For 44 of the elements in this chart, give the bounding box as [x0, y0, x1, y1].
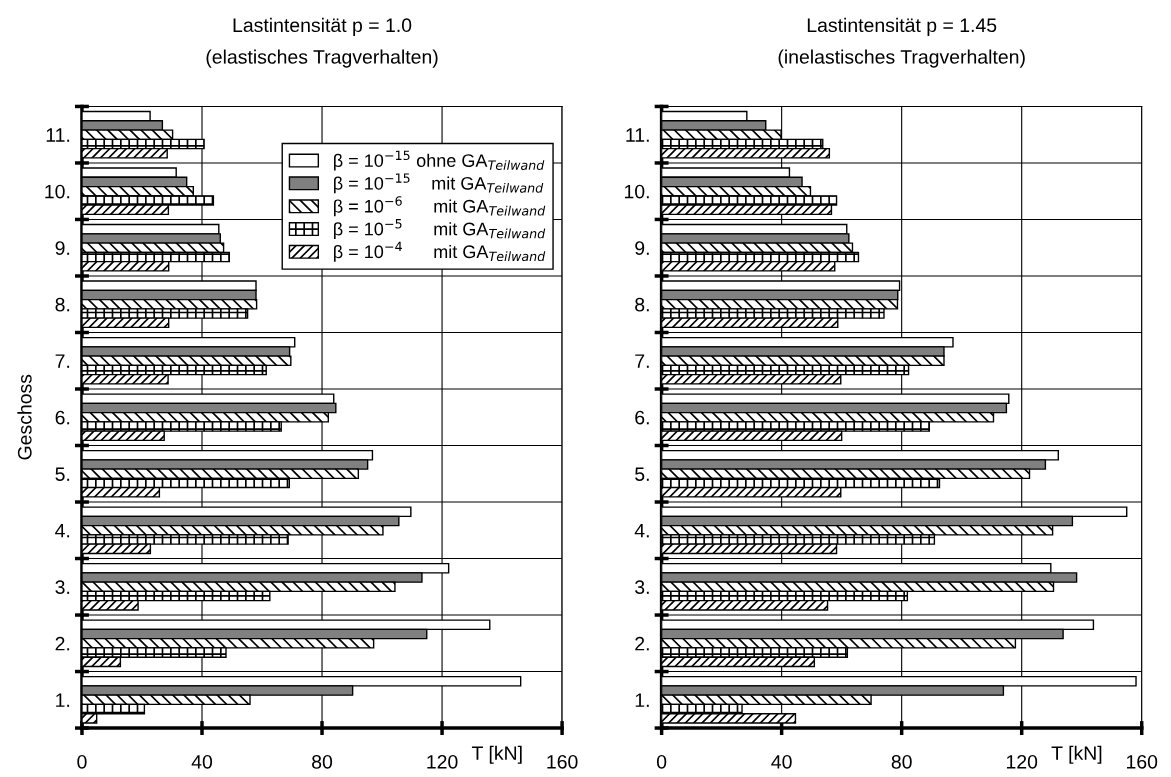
- y-tick-label: 2.: [55, 636, 70, 651]
- y-axis-title: Geschoss: [17, 374, 32, 460]
- text: β = 10$^{−6}$ mit GA$_{Teilwand}$: [334, 196, 546, 217]
- y-tick-label: 5.: [635, 467, 649, 481]
- y-tick-label: 7.: [55, 354, 70, 368]
- y-tick-label: 1.: [56, 693, 70, 707]
- x-tick-label: 160: [547, 754, 578, 769]
- x-tick-label: 40: [771, 754, 792, 769]
- y-tick-label: 10.: [45, 184, 70, 199]
- y-tick-label: 9.: [635, 241, 649, 255]
- y-tick-label: 8.: [55, 297, 70, 312]
- y-tick-label: 11.: [46, 128, 70, 142]
- text: β = 10$^{−15}$ mit GA$_{Teilwand}$: [334, 173, 544, 194]
- y-tick-label: 5.: [55, 467, 70, 481]
- text: β = 10$^{−5}$ mit GA$_{Teilwand}$: [334, 219, 546, 239]
- x-tick-label: 40: [191, 754, 213, 769]
- y-tick-label: 8.: [635, 297, 649, 312]
- y-tick-label: 4.: [634, 523, 649, 538]
- x-tick-label: 120: [427, 754, 458, 769]
- x-tick-label: 80: [891, 754, 912, 769]
- y-tick-label: 1.: [635, 693, 649, 707]
- x-tick-label: 160: [1126, 754, 1158, 769]
- y-tick-label: 6.: [635, 410, 649, 425]
- y-tick-label: 6.: [55, 410, 70, 425]
- x-tick-label: 80: [312, 754, 333, 769]
- x-tick-label: 120: [1006, 754, 1038, 769]
- y-tick-label: 4.: [55, 523, 70, 538]
- x-tick-label: 0: [77, 754, 87, 769]
- chart-subtitle: (elastisches Tragverhalten): [206, 49, 438, 68]
- text: β = 10$^{−4}$ mit GA$_{Teilwand}$: [334, 241, 546, 262]
- x-axis-title: T [kN]: [471, 745, 522, 764]
- chart-subtitle: (inelastisches Tragverhalten): [778, 49, 1025, 68]
- y-tick-label: 9.: [55, 241, 70, 255]
- y-tick-label: 3.: [55, 580, 70, 595]
- y-tick-label: 7.: [635, 354, 649, 368]
- y-tick-label: 2.: [635, 636, 649, 651]
- y-tick-label: 10.: [624, 184, 649, 199]
- chart-title: Lastintensität p = 1.45: [807, 17, 997, 36]
- y-tick-label: 11.: [626, 128, 649, 142]
- chart-title: Lastintensität p = 1.0: [233, 17, 412, 36]
- x-axis-title: T [kN]: [1051, 745, 1102, 764]
- y-tick-label: 3.: [635, 580, 649, 595]
- x-tick-label: 0: [656, 754, 667, 769]
- legend-label: β = 10$^{−15}$ ohne GA$_{Teilwand}$: [334, 150, 545, 171]
